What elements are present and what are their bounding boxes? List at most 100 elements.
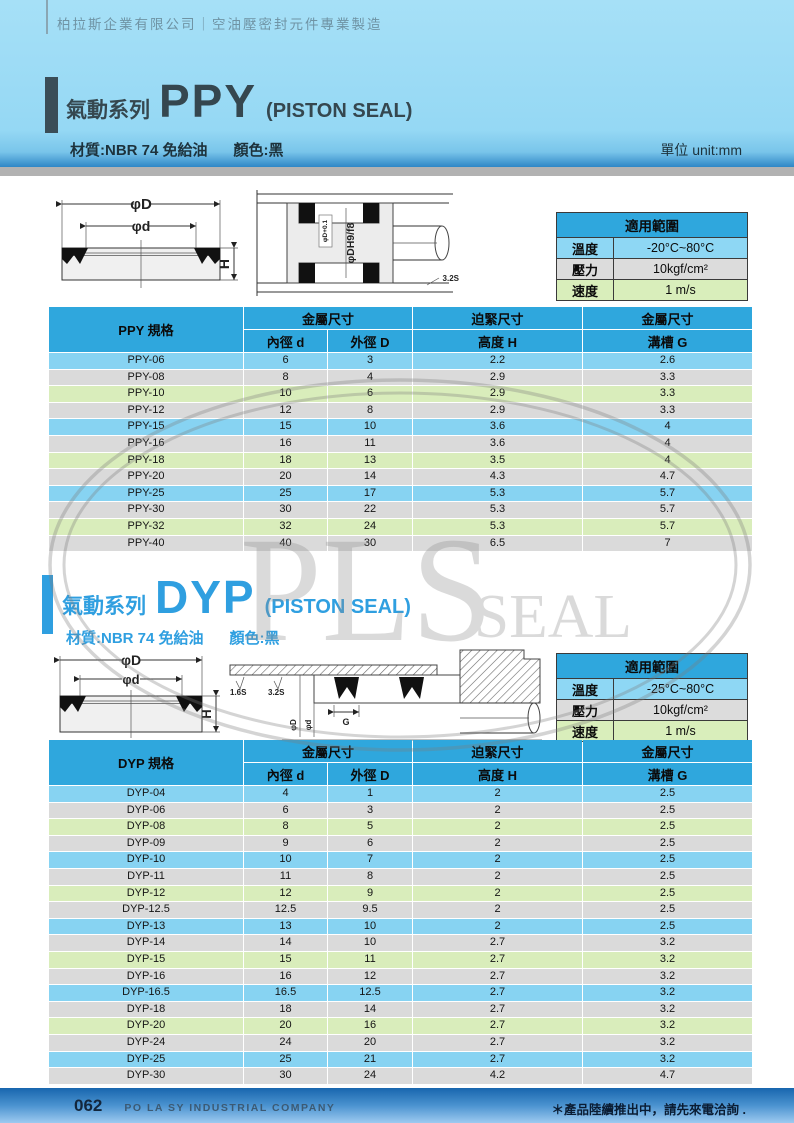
table-cell: 7	[583, 535, 753, 552]
table-cell: 2	[413, 902, 583, 918]
table-cell: 12.5	[328, 985, 413, 1001]
table-cell: 2	[413, 918, 583, 935]
dyp-color: 顏色:黑	[229, 630, 280, 647]
table-cell: 2.9	[413, 369, 583, 386]
table-cell: 3.2	[583, 1034, 753, 1051]
table-cell: 4.7	[583, 1068, 753, 1084]
table-cell: 2	[413, 786, 583, 802]
table-cell: 20	[328, 1034, 413, 1051]
ppy-series-prefix: 氣動系列	[66, 99, 150, 122]
dyp-groove-label: G	[342, 717, 349, 727]
table-cell: 2.5	[583, 819, 753, 835]
table-cell: 壓力	[556, 258, 614, 280]
dyp-dim-H-label: H	[199, 709, 214, 718]
table-cell: 16.5	[244, 985, 327, 1001]
table-row: 壓力 10kgf/cm²	[556, 699, 748, 721]
table-row: PPY-25 25 17 5.3 5.7	[49, 485, 753, 502]
table-cell: 18	[244, 452, 327, 469]
table-row: DYP-15 15 11 2.7 3.2	[49, 951, 753, 968]
table-cell: 溫度	[556, 237, 614, 259]
table-row: PPY-20 20 14 4.3 4.7	[49, 469, 753, 485]
table-row: 速度 1 m/s	[556, 279, 748, 301]
table-cell: 15	[244, 419, 327, 435]
table-cell: 25	[244, 1051, 327, 1068]
table-cell: 3.2	[583, 1018, 753, 1034]
table-cell: PPY-32	[49, 518, 243, 535]
table-cell: 2.5	[583, 868, 753, 885]
table-row: DYP-10 10 7 2 2.5	[49, 852, 753, 868]
table-cell: PPY-20	[49, 469, 243, 485]
table-row: 速度 1 m/s	[556, 720, 748, 742]
table-cell: 17	[328, 485, 413, 502]
table-cell: 12	[244, 885, 327, 902]
table-cell: 4	[328, 369, 413, 386]
dyp-sub-od: 外徑 D	[328, 763, 413, 785]
dyp-title-bar	[42, 575, 53, 634]
table-row: DYP-13 13 10 2 2.5	[49, 918, 753, 935]
table-cell: 12	[328, 968, 413, 985]
table-cell: DYP-20	[49, 1018, 243, 1034]
ppy-group-metal2: 金屬尺寸	[583, 307, 753, 329]
ppy-range-table: 適用範圍 溫度 -20°C~80°C 壓力 10kgf/cm² 速度 1 m/s	[556, 212, 748, 301]
table-cell: 5.3	[413, 518, 583, 535]
table-cell: 1 m/s	[613, 279, 748, 301]
table-row: PPY-32 32 24 5.3 5.7	[49, 518, 753, 535]
table-cell: 2.9	[413, 402, 583, 419]
footer-company-name: PO LA SY INDUSTRIAL COMPANY	[124, 1102, 336, 1114]
table-row: DYP-11 11 8 2 2.5	[49, 868, 753, 885]
table-cell: 25	[244, 485, 327, 502]
top-banner	[0, 0, 794, 167]
table-cell: PPY-06	[49, 353, 243, 369]
table-row: PPY-08 8 4 2.9 3.3	[49, 369, 753, 386]
table-cell: 14	[244, 935, 327, 951]
dyp-dim-D-label: φD	[121, 652, 141, 668]
table-cell: 14	[328, 469, 413, 485]
table-cell: 2.5	[583, 852, 753, 868]
table-row: DYP-16 16 12 2.7 3.2	[49, 968, 753, 985]
footer-left: 062 PO LA SY INDUSTRIAL COMPANY	[74, 1096, 335, 1116]
table-cell: DYP-04	[49, 786, 243, 802]
dyp-bore-D-label: φD	[289, 719, 298, 731]
table-cell: 16	[244, 435, 327, 452]
ppy-sub-od: 外徑 D	[328, 330, 413, 352]
ppy-material: 材質:NBR 74 免給油	[70, 142, 208, 159]
table-row: PPY-06 6 3 2.2 2.6	[49, 353, 753, 369]
table-cell: 2.2	[413, 353, 583, 369]
table-cell: 3.3	[583, 402, 753, 419]
ppy-dim-d-label: φd	[132, 218, 151, 234]
table-cell: DYP-30	[49, 1068, 243, 1084]
table-cell: 5.7	[583, 485, 753, 502]
table-cell: 4.2	[413, 1068, 583, 1084]
table-cell: PPY-40	[49, 535, 243, 552]
table-cell: 2	[413, 885, 583, 902]
table-cell: 3.3	[583, 369, 753, 386]
table-cell: 2	[413, 868, 583, 885]
table-row: PPY-18 18 13 3.5 4	[49, 452, 753, 469]
table-cell: 2.7	[413, 1034, 583, 1051]
table-cell: 24	[328, 1068, 413, 1084]
table-cell: PPY-12	[49, 402, 243, 419]
table-cell: PPY-16	[49, 435, 243, 452]
table-cell: 1	[328, 786, 413, 802]
table-cell: -25°C~80°C	[613, 678, 748, 700]
table-cell: 3.6	[413, 435, 583, 452]
table-cell: 10	[244, 386, 327, 402]
table-cell: 8	[244, 819, 327, 835]
table-cell: 3.2	[583, 951, 753, 968]
table-cell: 2.7	[413, 985, 583, 1001]
banner-divider	[0, 167, 794, 176]
table-cell: 10	[328, 918, 413, 935]
ppy-finish-label: 3.2S	[443, 274, 460, 283]
table-cell: 2.5	[583, 918, 753, 935]
ppy-bore-tolerance-label: φD+0.1	[322, 220, 329, 243]
ppy-spec-col1-header: PPY 規格	[49, 307, 243, 352]
table-row: DYP-04 4 1 2 2.5	[49, 786, 753, 802]
table-cell: 4.3	[413, 469, 583, 485]
table-cell: 2	[413, 852, 583, 868]
ppy-spec-table: PPY 規格 金屬尺寸 迫緊尺寸 金屬尺寸 內徑 d 外徑 D 高度 H 溝槽 …	[48, 306, 753, 552]
dyp-material: 材質:NBR 74 免給油	[66, 630, 204, 647]
table-cell: DYP-14	[49, 935, 243, 951]
table-row: PPY-40 40 30 6.5 7	[49, 535, 753, 552]
table-cell: 速度	[556, 279, 614, 301]
table-cell: DYP-12.5	[49, 902, 243, 918]
